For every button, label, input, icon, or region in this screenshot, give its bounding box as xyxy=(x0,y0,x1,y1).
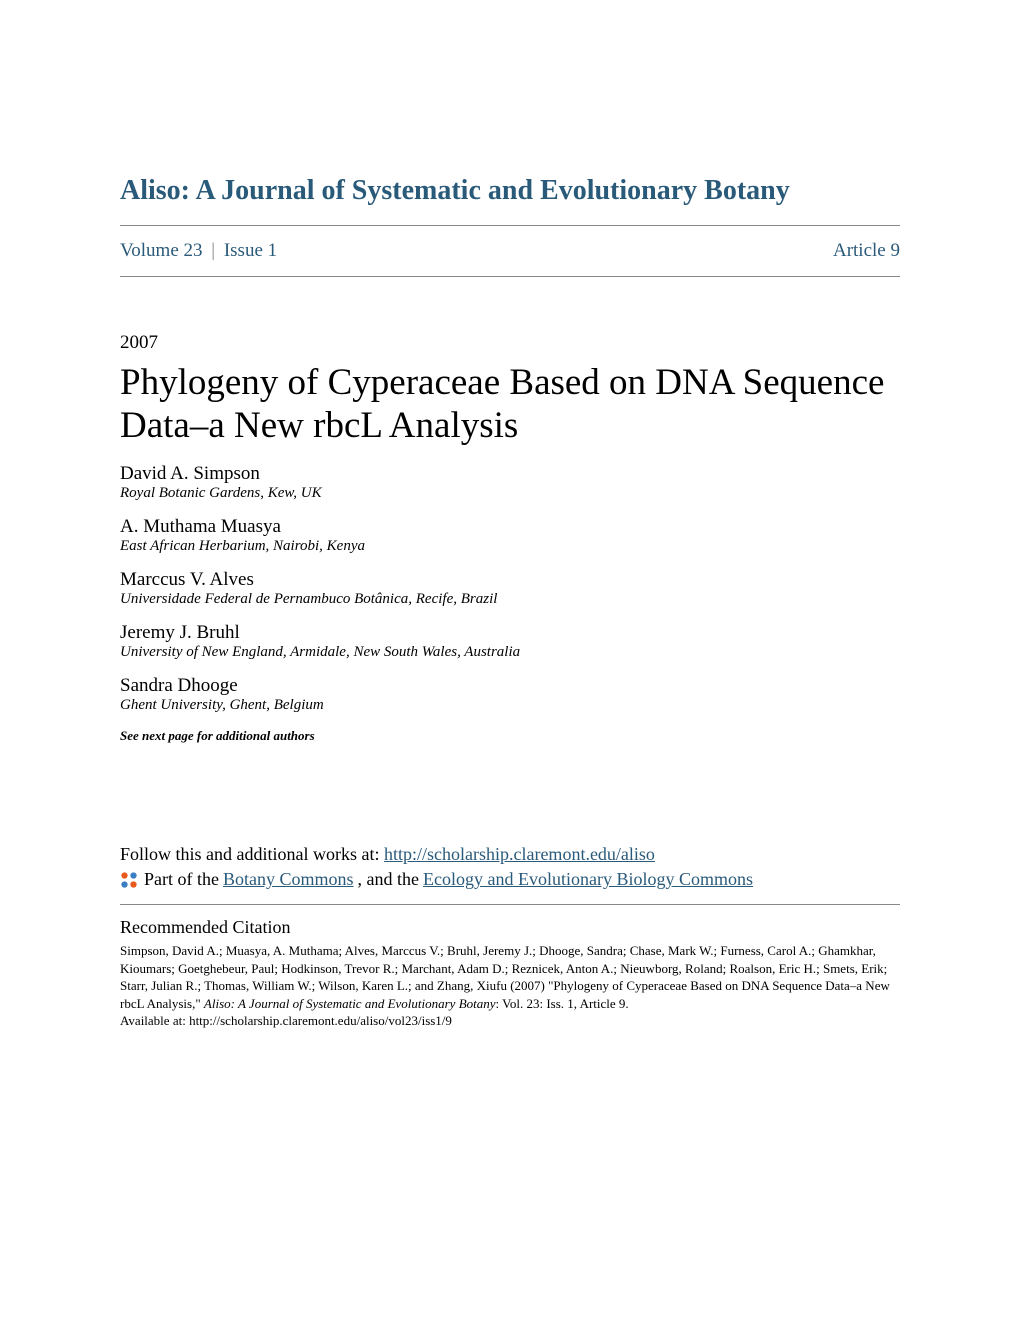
separator: | xyxy=(211,240,215,261)
publication-year: 2007 xyxy=(120,332,900,354)
citation-post: : Vol. 23: Iss. 1, Article 9. xyxy=(496,996,629,1011)
volume-issue-row: Volume 23 | Issue 1 Article 9 xyxy=(120,226,900,276)
author-name: Sandra Dhooge xyxy=(120,675,900,697)
citation-available: Available at: http://scholarship.claremo… xyxy=(120,1013,452,1028)
volume-link[interactable]: Volume 23 xyxy=(120,240,203,261)
author-name: Marccus V. Alves xyxy=(120,569,900,591)
citation-journal: Aliso: A Journal of Systematic and Evolu… xyxy=(204,996,496,1011)
citation-section: Recommended Citation Simpson, David A.; … xyxy=(120,917,900,1030)
footer-divider xyxy=(120,904,900,905)
author-block: A. Muthama MuasyaEast African Herbarium,… xyxy=(120,516,900,555)
citation-heading: Recommended Citation xyxy=(120,917,900,938)
citation-text: Simpson, David A.; Muasya, A. Muthama; A… xyxy=(120,942,900,1030)
journal-url-link[interactable]: http://scholarship.claremont.edu/aliso xyxy=(384,844,655,864)
see-next-page: See next page for additional authors xyxy=(120,728,900,744)
issue-link[interactable]: Issue 1 xyxy=(224,240,277,261)
botany-commons-link[interactable]: Botany Commons xyxy=(223,869,354,890)
header-divider-bottom xyxy=(120,276,900,277)
follow-line: Follow this and additional works at: htt… xyxy=(120,844,900,865)
author-affiliation: East African Herbarium, Nairobi, Kenya xyxy=(120,538,900,555)
author-name: A. Muthama Muasya xyxy=(120,516,900,538)
author-affiliation: Royal Botanic Gardens, Kew, UK xyxy=(120,485,900,502)
article-link[interactable]: Article 9 xyxy=(833,240,900,262)
ecology-commons-link[interactable]: Ecology and Evolutionary Biology Commons xyxy=(423,869,753,890)
and-the: , and the xyxy=(358,869,419,890)
follow-section: Follow this and additional works at: htt… xyxy=(120,844,900,890)
journal-title[interactable]: Aliso: A Journal of Systematic and Evolu… xyxy=(120,175,900,207)
follow-prefix: Follow this and additional works at: xyxy=(120,844,384,864)
network-icon xyxy=(120,871,138,889)
author-block: Jeremy J. BruhlUniversity of New England… xyxy=(120,622,900,661)
author-name: David A. Simpson xyxy=(120,463,900,485)
author-block: Marccus V. AlvesUniversidade Federal de … xyxy=(120,569,900,608)
article-title: Phylogeny of Cyperaceae Based on DNA Seq… xyxy=(120,362,900,447)
commons-line: Part of the Botany Commons, and the Ecol… xyxy=(120,869,900,890)
author-affiliation: Ghent University, Ghent, Belgium xyxy=(120,697,900,714)
part-prefix: Part of the xyxy=(144,869,219,890)
author-name: Jeremy J. Bruhl xyxy=(120,622,900,644)
volume-issue: Volume 23 | Issue 1 xyxy=(120,240,277,262)
author-block: Sandra DhoogeGhent University, Ghent, Be… xyxy=(120,675,900,714)
author-block: David A. SimpsonRoyal Botanic Gardens, K… xyxy=(120,463,900,502)
author-affiliation: Universidade Federal de Pernambuco Botân… xyxy=(120,591,900,608)
author-affiliation: University of New England, Armidale, New… xyxy=(120,644,900,661)
